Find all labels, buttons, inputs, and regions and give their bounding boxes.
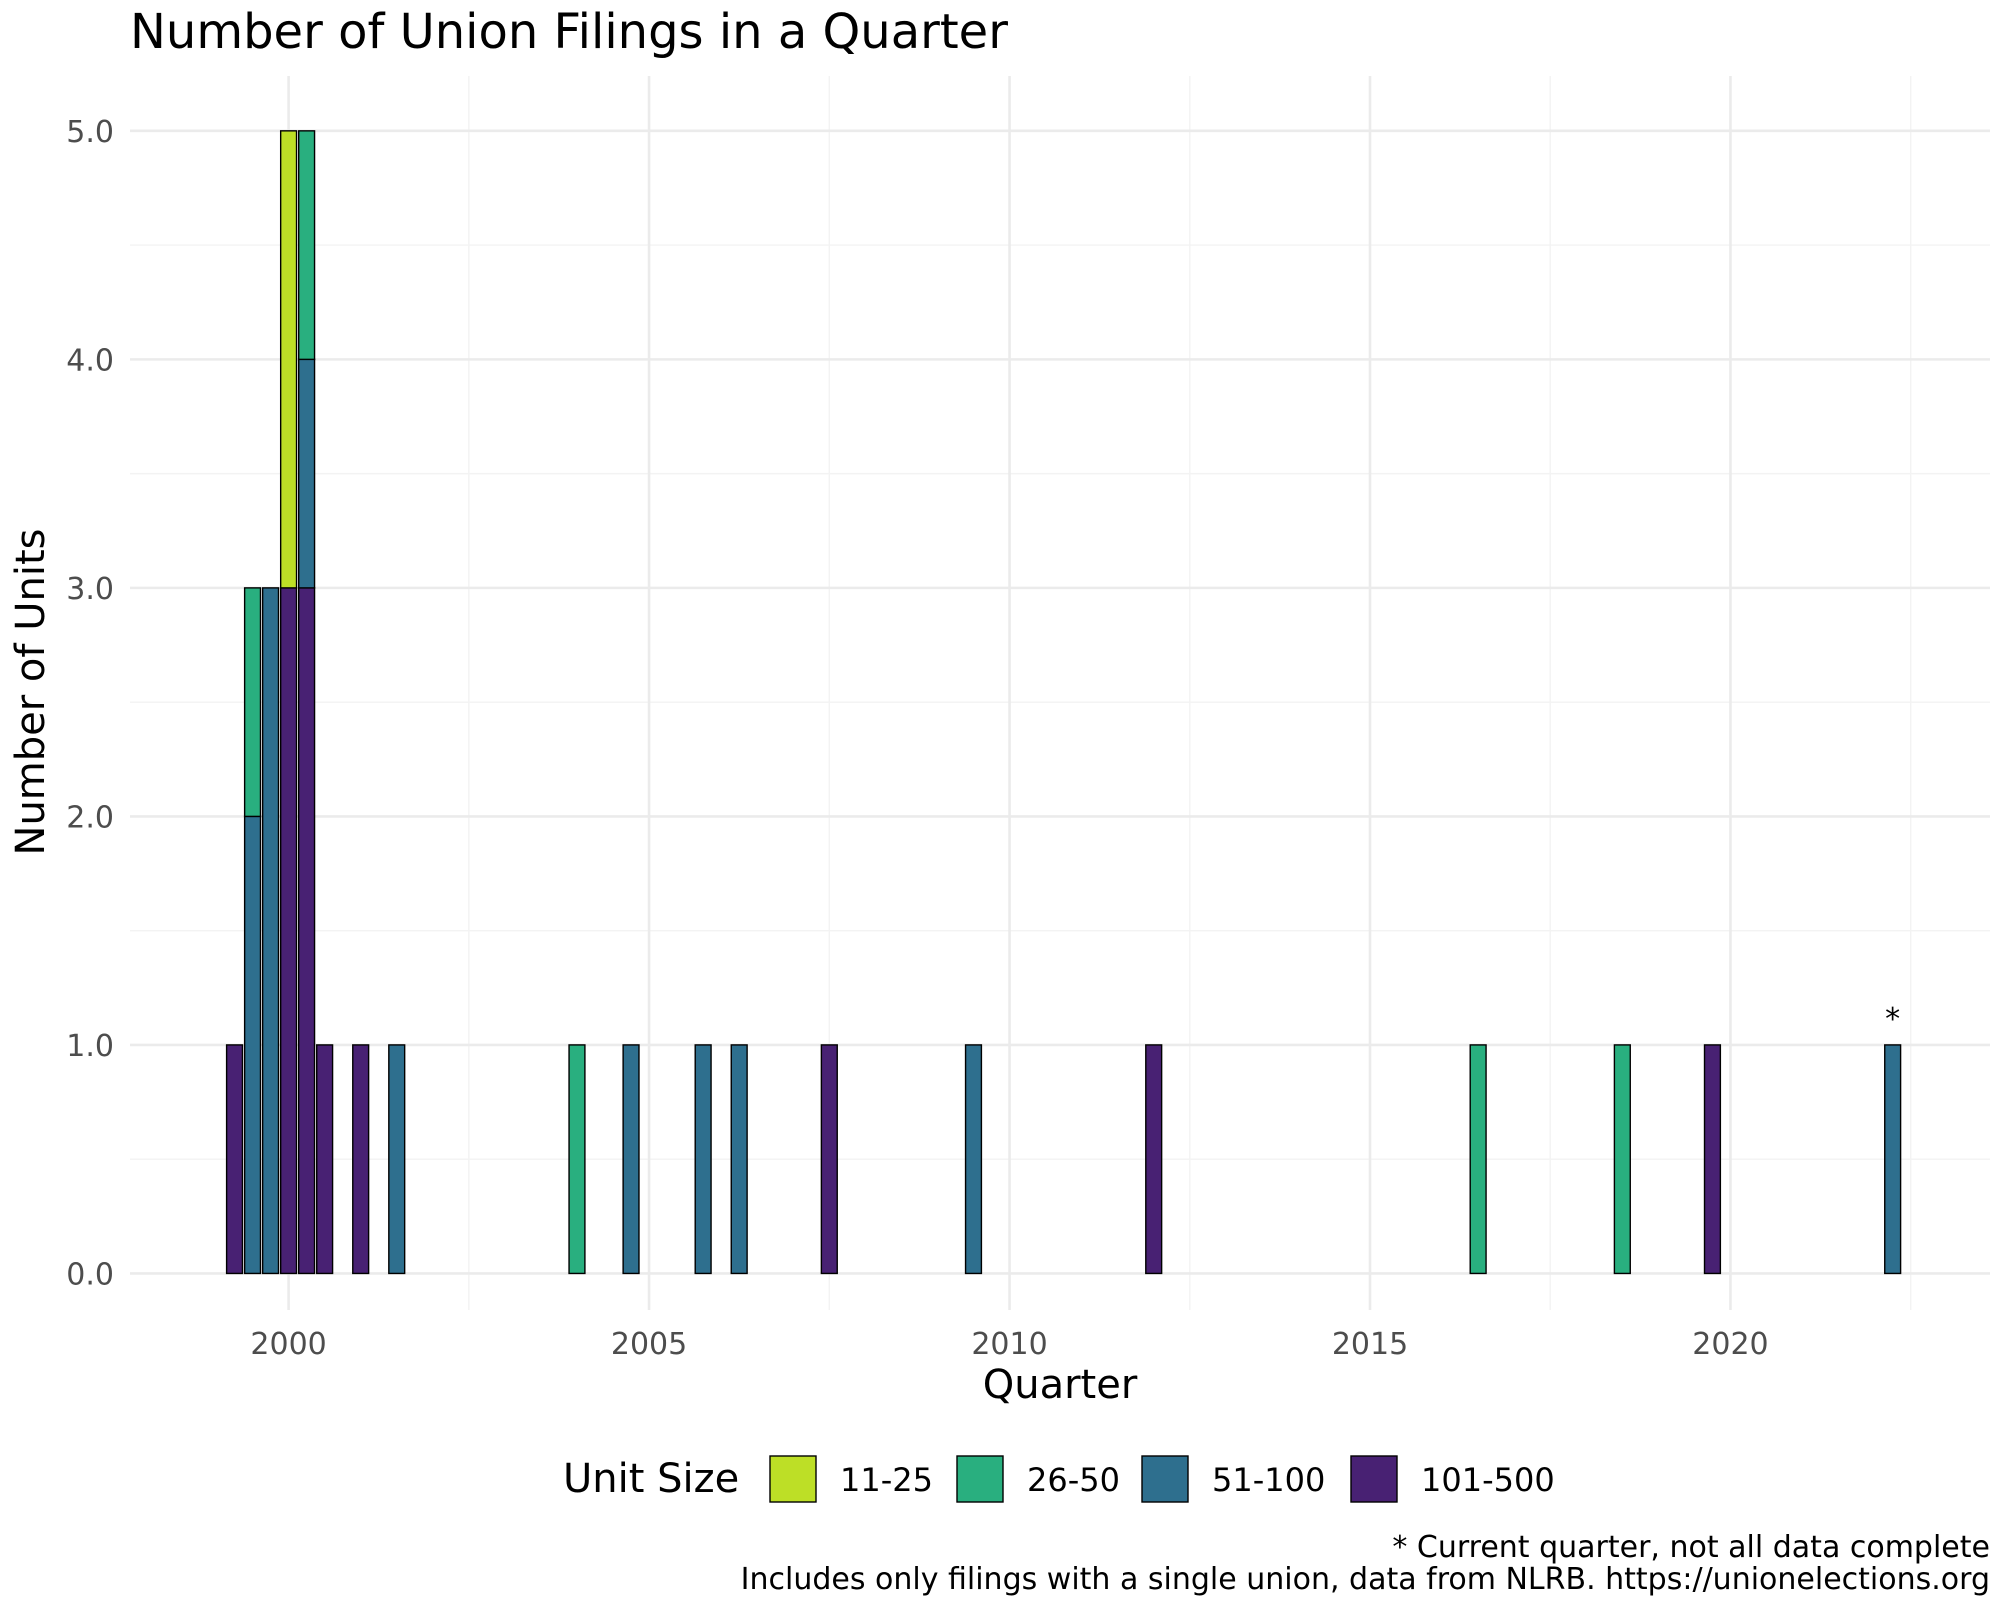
bar-26-50 <box>1469 1044 1487 1275</box>
bar-11-25 <box>279 130 298 589</box>
bar-101-500 <box>352 1044 370 1275</box>
annotation-asterisk: * <box>1885 1002 1900 1037</box>
legend-label-26-50: 26-50 <box>1027 1461 1120 1499</box>
bar-101-500 <box>1703 1044 1722 1275</box>
legend-title: Unit Size <box>563 1456 739 1502</box>
caption-note: * Current quarter, not all data complete <box>1392 1530 1990 1565</box>
y-tick-label: 5.0 <box>66 115 114 150</box>
x-tick-label: 2010 <box>971 1327 1047 1362</box>
x-tick-label: 2000 <box>250 1327 326 1362</box>
chart-title: Number of Union Filings in a Quarter <box>130 4 1008 60</box>
bar-51-100 <box>694 1044 712 1275</box>
bar-series <box>225 130 1902 1275</box>
bar-26-50 <box>243 587 262 818</box>
bar-51-100 <box>1884 1044 1902 1275</box>
bar-26-50 <box>297 130 316 361</box>
y-tick-label: 2.0 <box>66 800 114 835</box>
bar-51-100 <box>964 1044 983 1275</box>
bar-51-100 <box>297 358 316 589</box>
bar-26-50 <box>568 1044 586 1275</box>
legend-label-101-500: 101-500 <box>1421 1461 1555 1499</box>
legend: Unit Size 11-25 26-50 51-100 101-500 <box>563 1455 1555 1503</box>
x-axis-title: Quarter <box>983 1362 1138 1408</box>
y-axis-ticks: 0.0 1.0 2.0 3.0 4.0 5.0 <box>66 115 114 1293</box>
legend-label-51-100: 51-100 <box>1212 1461 1325 1499</box>
y-tick-label: 1.0 <box>66 1029 114 1064</box>
bar-51-100 <box>622 1044 640 1275</box>
x-tick-label: 2020 <box>1692 1327 1768 1362</box>
y-tick-label: 0.0 <box>66 1257 114 1292</box>
bar-101-500 <box>316 1044 334 1275</box>
x-tick-label: 2015 <box>1332 1327 1408 1362</box>
caption-source: Includes only filings with a single unio… <box>741 1562 1990 1597</box>
legend-key-101-500 <box>1350 1455 1398 1503</box>
bar-101-500 <box>279 587 298 1275</box>
y-tick-label: 3.0 <box>66 572 114 607</box>
bar-51-100 <box>730 1044 748 1275</box>
legend-key-51-100 <box>1141 1455 1189 1503</box>
bar-101-500 <box>297 587 316 1275</box>
bar-51-100 <box>243 815 262 1275</box>
bar-101-500 <box>225 1044 244 1275</box>
bar-51-100 <box>261 587 280 1275</box>
bar-101-500 <box>1145 1044 1163 1275</box>
y-axis-title: Number of Units <box>8 529 54 856</box>
x-axis-ticks: 2000 2005 2010 2015 2020 <box>250 1327 1768 1362</box>
legend-label-11-25: 11-25 <box>840 1461 933 1499</box>
bar-101-500 <box>820 1044 838 1275</box>
bar-26-50 <box>1613 1044 1631 1275</box>
y-tick-label: 4.0 <box>66 343 114 378</box>
legend-key-11-25 <box>769 1455 817 1503</box>
annotations: * <box>1885 1002 1900 1037</box>
x-tick-label: 2005 <box>611 1327 687 1362</box>
bar-51-100 <box>388 1044 406 1275</box>
legend-key-26-50 <box>956 1455 1004 1503</box>
